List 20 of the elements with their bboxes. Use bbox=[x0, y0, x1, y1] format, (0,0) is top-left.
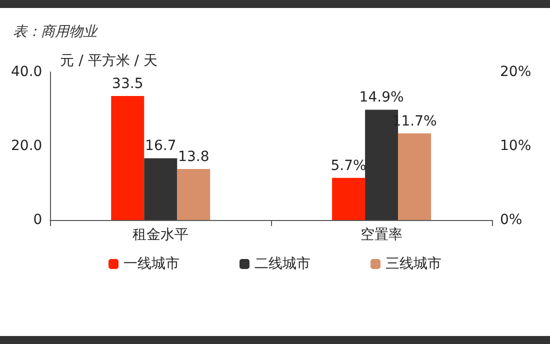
data-label: 14.9% bbox=[359, 90, 404, 106]
y-tick-label: 40.0 bbox=[11, 64, 42, 80]
y-tick-label: 20.0 bbox=[11, 138, 42, 154]
y-axis-title: 元 / 平方米 / 天 bbox=[60, 53, 158, 69]
legend-label: 一线城市 bbox=[124, 256, 180, 272]
data-label: 33.5 bbox=[112, 76, 144, 92]
data-label: 13.8 bbox=[178, 148, 210, 165]
bar bbox=[177, 168, 210, 220]
bar bbox=[144, 158, 178, 220]
legend-label: 二线城市 bbox=[254, 256, 310, 272]
bar bbox=[111, 96, 144, 220]
x-tick-label: 租金水平 bbox=[132, 227, 189, 243]
y2-tick-label: 10% bbox=[500, 138, 532, 154]
legend-label: 三线城市 bbox=[386, 256, 442, 272]
y-tick-label: 0 bbox=[33, 212, 42, 228]
x-tick-label: 空置率 bbox=[360, 227, 403, 243]
y2-tick-label: 20% bbox=[500, 64, 532, 80]
data-label: 16.7 bbox=[145, 138, 176, 154]
chart-title: 表：商用物业 bbox=[13, 24, 99, 40]
y2-tick-label: 0% bbox=[500, 212, 522, 228]
